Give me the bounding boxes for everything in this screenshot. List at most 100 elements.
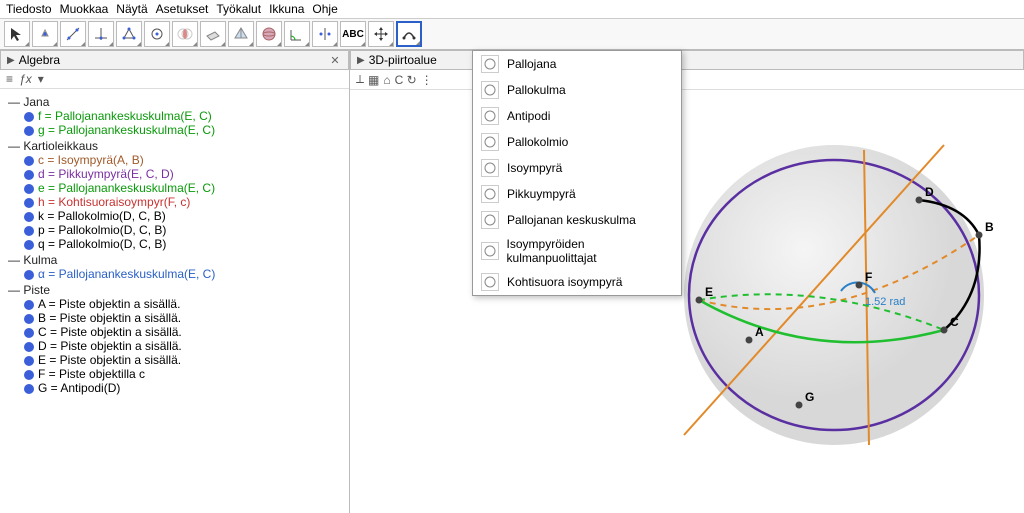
visibility-bullet[interactable] <box>24 342 34 352</box>
visibility-bullet[interactable] <box>24 240 34 250</box>
dropdown-item-label: Isoympyrä <box>507 161 562 175</box>
menu-muokkaa[interactable]: Muokkaa <box>60 2 109 16</box>
dropdown-item[interactable]: Pallokolmio <box>473 129 681 155</box>
tree-item-label: F = Piste objektilla c <box>38 367 145 381</box>
tool-pointer[interactable] <box>4 21 30 47</box>
visibility-bullet[interactable] <box>24 184 34 194</box>
tool-move[interactable] <box>368 21 394 47</box>
dropdown-item[interactable]: Isoympyrä <box>473 155 681 181</box>
3d-header[interactable]: ▶ 3D-piirtoalue <box>350 50 1024 70</box>
tool-point[interactable] <box>32 21 58 47</box>
tree-item-label: c = Isoympyrä(A, B) <box>38 153 144 167</box>
menu-asetukset[interactable]: Asetukset <box>156 2 209 16</box>
tool-plane[interactable] <box>200 21 226 47</box>
dropdown-icon[interactable]: ▾ <box>38 72 44 86</box>
menu-tyokalut[interactable]: Työkalut <box>216 2 261 16</box>
tool-intersect[interactable] <box>172 21 198 47</box>
cat-kulma[interactable]: — Kulma <box>8 253 343 267</box>
tool-angle[interactable] <box>284 21 310 47</box>
menu-tiedosto[interactable]: Tiedosto <box>6 2 52 16</box>
tool-sphere[interactable] <box>256 21 282 47</box>
cat-kartio[interactable]: — Kartioleikkaus <box>8 139 343 153</box>
point-F[interactable] <box>856 282 863 289</box>
tree-item[interactable]: q = Pallokolmio(D, C, B) <box>24 237 343 251</box>
close-icon[interactable]: ✕ <box>328 53 342 67</box>
home-icon[interactable]: ⌂ <box>383 73 390 87</box>
visibility-bullet[interactable] <box>24 126 34 136</box>
tool-perpendicular[interactable] <box>88 21 114 47</box>
more-icon[interactable]: ⋮ <box>421 73 433 87</box>
dropdown-item[interactable]: Kohtisuora isoympyrä <box>473 269 681 295</box>
sort-icon[interactable]: ≡ <box>6 72 13 86</box>
tool-text[interactable]: ABC <box>340 21 366 47</box>
visibility-bullet[interactable] <box>24 212 34 222</box>
visibility-bullet[interactable] <box>24 314 34 324</box>
dropdown-item[interactable]: Pallojanan keskuskulma <box>473 207 681 233</box>
point-A[interactable] <box>746 337 753 344</box>
tree-item[interactable]: k = Pallokolmio(D, C, B) <box>24 209 343 223</box>
visibility-bullet[interactable] <box>24 384 34 394</box>
menu-ohje[interactable]: Ohje <box>312 2 337 16</box>
visibility-bullet[interactable] <box>24 112 34 122</box>
visibility-bullet[interactable] <box>24 198 34 208</box>
visibility-bullet[interactable] <box>24 356 34 366</box>
point-E[interactable] <box>696 297 703 304</box>
tree-item[interactable]: B = Piste objektin a sisällä. <box>24 311 343 325</box>
tree-item[interactable]: E = Piste objektin a sisällä. <box>24 353 343 367</box>
dropdown-item-label: Isoympyröiden kulmanpuolittajat <box>507 237 673 265</box>
tree-item[interactable]: h = Kohtisuoraisoympyr(F, c) <box>24 195 343 209</box>
visibility-bullet[interactable] <box>24 170 34 180</box>
rotate-icon[interactable]: C ↻ <box>395 73 417 87</box>
tree-item[interactable]: p = Pallokolmio(D, C, B) <box>24 223 343 237</box>
point-label: E <box>705 285 713 299</box>
dropdown-item[interactable]: Antipodi <box>473 103 681 129</box>
tree-item[interactable]: D = Piste objektin a sisällä. <box>24 339 343 353</box>
menubar: Tiedosto Muokkaa Näytä Asetukset Työkalu… <box>0 0 1024 19</box>
dropdown-item-icon <box>481 55 499 73</box>
visibility-bullet[interactable] <box>24 226 34 236</box>
dropdown-item[interactable]: Pallojana <box>473 51 681 77</box>
tree-item[interactable]: e = Pallojanankeskuskulma(E, C) <box>24 181 343 195</box>
menu-ikkuna[interactable]: Ikkuna <box>269 2 304 16</box>
point-label: C <box>950 315 959 329</box>
tree-item[interactable]: C = Piste objektin a sisällä. <box>24 325 343 339</box>
tree-item[interactable]: d = Pikkuympyrä(E, C, D) <box>24 167 343 181</box>
fx-icon[interactable]: ƒx <box>19 72 32 86</box>
tree-item[interactable]: α = Pallojanankeskuskulma(E, C) <box>24 267 343 281</box>
point-B[interactable] <box>976 232 983 239</box>
grid-icon[interactable]: ▦ <box>368 73 379 87</box>
dropdown-item-icon <box>481 211 499 229</box>
tool-reflect[interactable] <box>312 21 338 47</box>
axes-icon[interactable]: ⟂ <box>356 72 364 87</box>
point-C[interactable] <box>941 327 948 334</box>
point-D[interactable] <box>916 197 923 204</box>
tree-item-label: E = Piste objektin a sisällä. <box>38 353 181 367</box>
tool-circle[interactable] <box>144 21 170 47</box>
tree-item[interactable]: g = Pallojanankeskuskulma(E, C) <box>24 123 343 137</box>
visibility-bullet[interactable] <box>24 300 34 310</box>
menu-nayta[interactable]: Näytä <box>116 2 147 16</box>
cat-jana[interactable]: — Jana <box>8 95 343 109</box>
tree-item[interactable]: A = Piste objektin a sisällä. <box>24 297 343 311</box>
dropdown-item-icon <box>481 107 499 125</box>
tree-item[interactable]: c = Isoympyrä(A, B) <box>24 153 343 167</box>
tool-pyramid[interactable] <box>228 21 254 47</box>
visibility-bullet[interactable] <box>24 270 34 280</box>
tree-item-label: f = Pallojanankeskuskulma(E, C) <box>38 109 212 123</box>
dropdown-item[interactable]: Pallokulma <box>473 77 681 103</box>
visibility-bullet[interactable] <box>24 328 34 338</box>
tool-polygon[interactable] <box>116 21 142 47</box>
dropdown-item[interactable]: Isoympyröiden kulmanpuolittajat <box>473 233 681 269</box>
3d-sphere-graphic[interactable]: 1.52 rad ABCDEFG <box>654 135 1014 455</box>
dropdown-item[interactable]: Pikkuympyrä <box>473 181 681 207</box>
tool-line[interactable] <box>60 21 86 47</box>
algebra-header[interactable]: ▶ Algebra ✕ <box>0 50 349 70</box>
cat-piste[interactable]: — Piste <box>8 283 343 297</box>
tool-sphere-arc[interactable] <box>396 21 422 47</box>
point-G[interactable] <box>796 402 803 409</box>
visibility-bullet[interactable] <box>24 156 34 166</box>
tree-item[interactable]: G = Antipodi(D) <box>24 381 343 395</box>
tree-item[interactable]: F = Piste objektilla c <box>24 367 343 381</box>
visibility-bullet[interactable] <box>24 370 34 380</box>
tree-item[interactable]: f = Pallojanankeskuskulma(E, C) <box>24 109 343 123</box>
